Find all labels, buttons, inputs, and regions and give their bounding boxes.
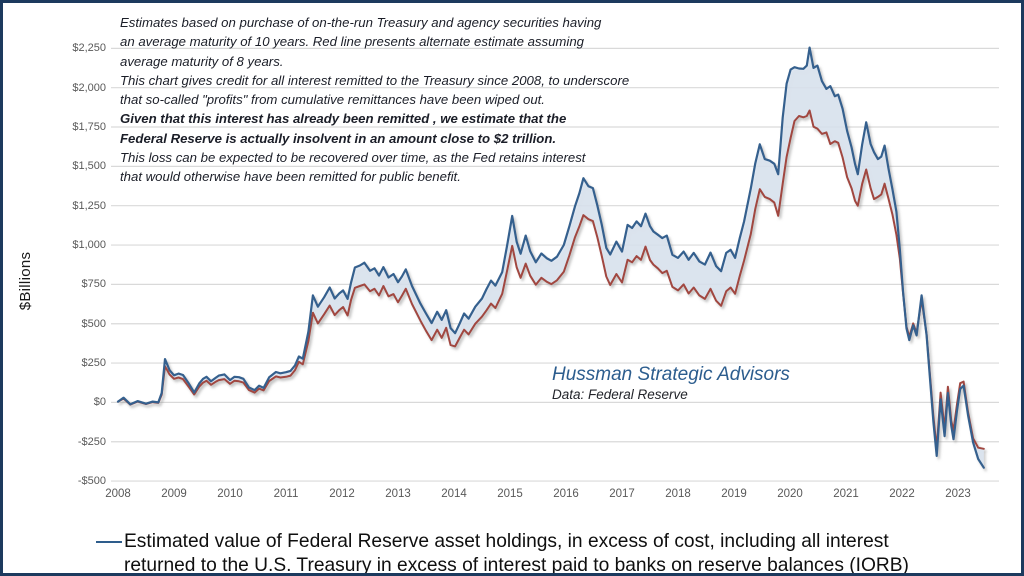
- y-tick-label: $1,250: [72, 199, 106, 212]
- y-tick-label: -$250: [77, 435, 106, 448]
- legend-text-line2: returned to the U.S. Treasury in excess …: [124, 554, 909, 576]
- x-tick-label: 2011: [273, 488, 299, 500]
- annotation-line: that would otherwise have been remitted …: [120, 169, 461, 185]
- watermark-subtitle: Data: Federal Reserve: [552, 387, 688, 402]
- x-tick-label: 2021: [833, 488, 859, 500]
- annotation-line: that so-called "profits" from cumulative…: [120, 92, 545, 108]
- annotation-line: Given that this interest has already bee…: [120, 111, 567, 127]
- x-tick-label: 2012: [329, 488, 355, 500]
- x-tick-label: 2022: [889, 488, 915, 500]
- legend-text-line1: Estimated value of Federal Reserve asset…: [124, 531, 889, 552]
- data-series-group: [116, 46, 985, 469]
- annotation-line: an average maturity of 10 years. Red lin…: [120, 34, 585, 50]
- legend-line-marker: [96, 541, 122, 543]
- x-tick-label: 2013: [385, 488, 411, 500]
- x-tick-label: 2008: [105, 488, 131, 500]
- y-tick-label: $1,750: [72, 121, 106, 134]
- y-tick-label: $2,250: [72, 42, 106, 55]
- x-tick-label: 2017: [609, 488, 635, 500]
- x-tick-label: 2009: [161, 488, 187, 500]
- y-tick-label: $0: [93, 396, 106, 409]
- annotation-line: average maturity of 8 years.: [120, 53, 284, 69]
- gridlines: [111, 47, 999, 482]
- annotation-line: This loss can be expected to be recovere…: [120, 150, 586, 166]
- y-tick-label: $1,000: [72, 239, 106, 252]
- y-axis-title: $Billions: [17, 251, 34, 311]
- watermark-title: Hussman Strategic Advisors: [552, 364, 790, 385]
- y-tick-label: $2,000: [72, 81, 106, 94]
- annotation-text-block: Estimates based on purchase of on-the-ru…: [120, 13, 629, 187]
- x-tick-label: 2010: [217, 488, 243, 500]
- x-tick-label: 2019: [721, 488, 747, 500]
- annotation-line: This chart gives credit for all interest…: [120, 72, 630, 88]
- y-tick-label: $1,500: [72, 160, 106, 173]
- chart-legend: Estimated value of Federal Reserve asset…: [96, 530, 909, 576]
- x-tick-label: 2016: [553, 488, 579, 500]
- x-tick-label: 2015: [497, 488, 523, 500]
- x-tick-label: 2020: [777, 488, 803, 500]
- red-series-line: [117, 109, 985, 450]
- watermark: Hussman Strategic Advisors Data: Federal…: [552, 363, 790, 403]
- annotation-line: Estimates based on purchase of on-the-ru…: [120, 15, 602, 30]
- y-tick-label: $250: [81, 357, 106, 370]
- x-tick-label: 2023: [945, 488, 971, 500]
- chart-plot-area: [111, 46, 999, 482]
- y-tick-label: -$500: [77, 475, 106, 488]
- blue-series-line: [116, 46, 985, 469]
- y-tick-label: $500: [81, 317, 106, 330]
- annotation-line: Federal Reserve is actually insolvent in…: [120, 130, 557, 146]
- x-tick-label: 2014: [441, 488, 467, 500]
- x-tick-label: 2018: [665, 488, 691, 500]
- legend-text: Estimated value of Federal Reserve asset…: [124, 530, 909, 576]
- y-tick-label: $750: [81, 278, 106, 291]
